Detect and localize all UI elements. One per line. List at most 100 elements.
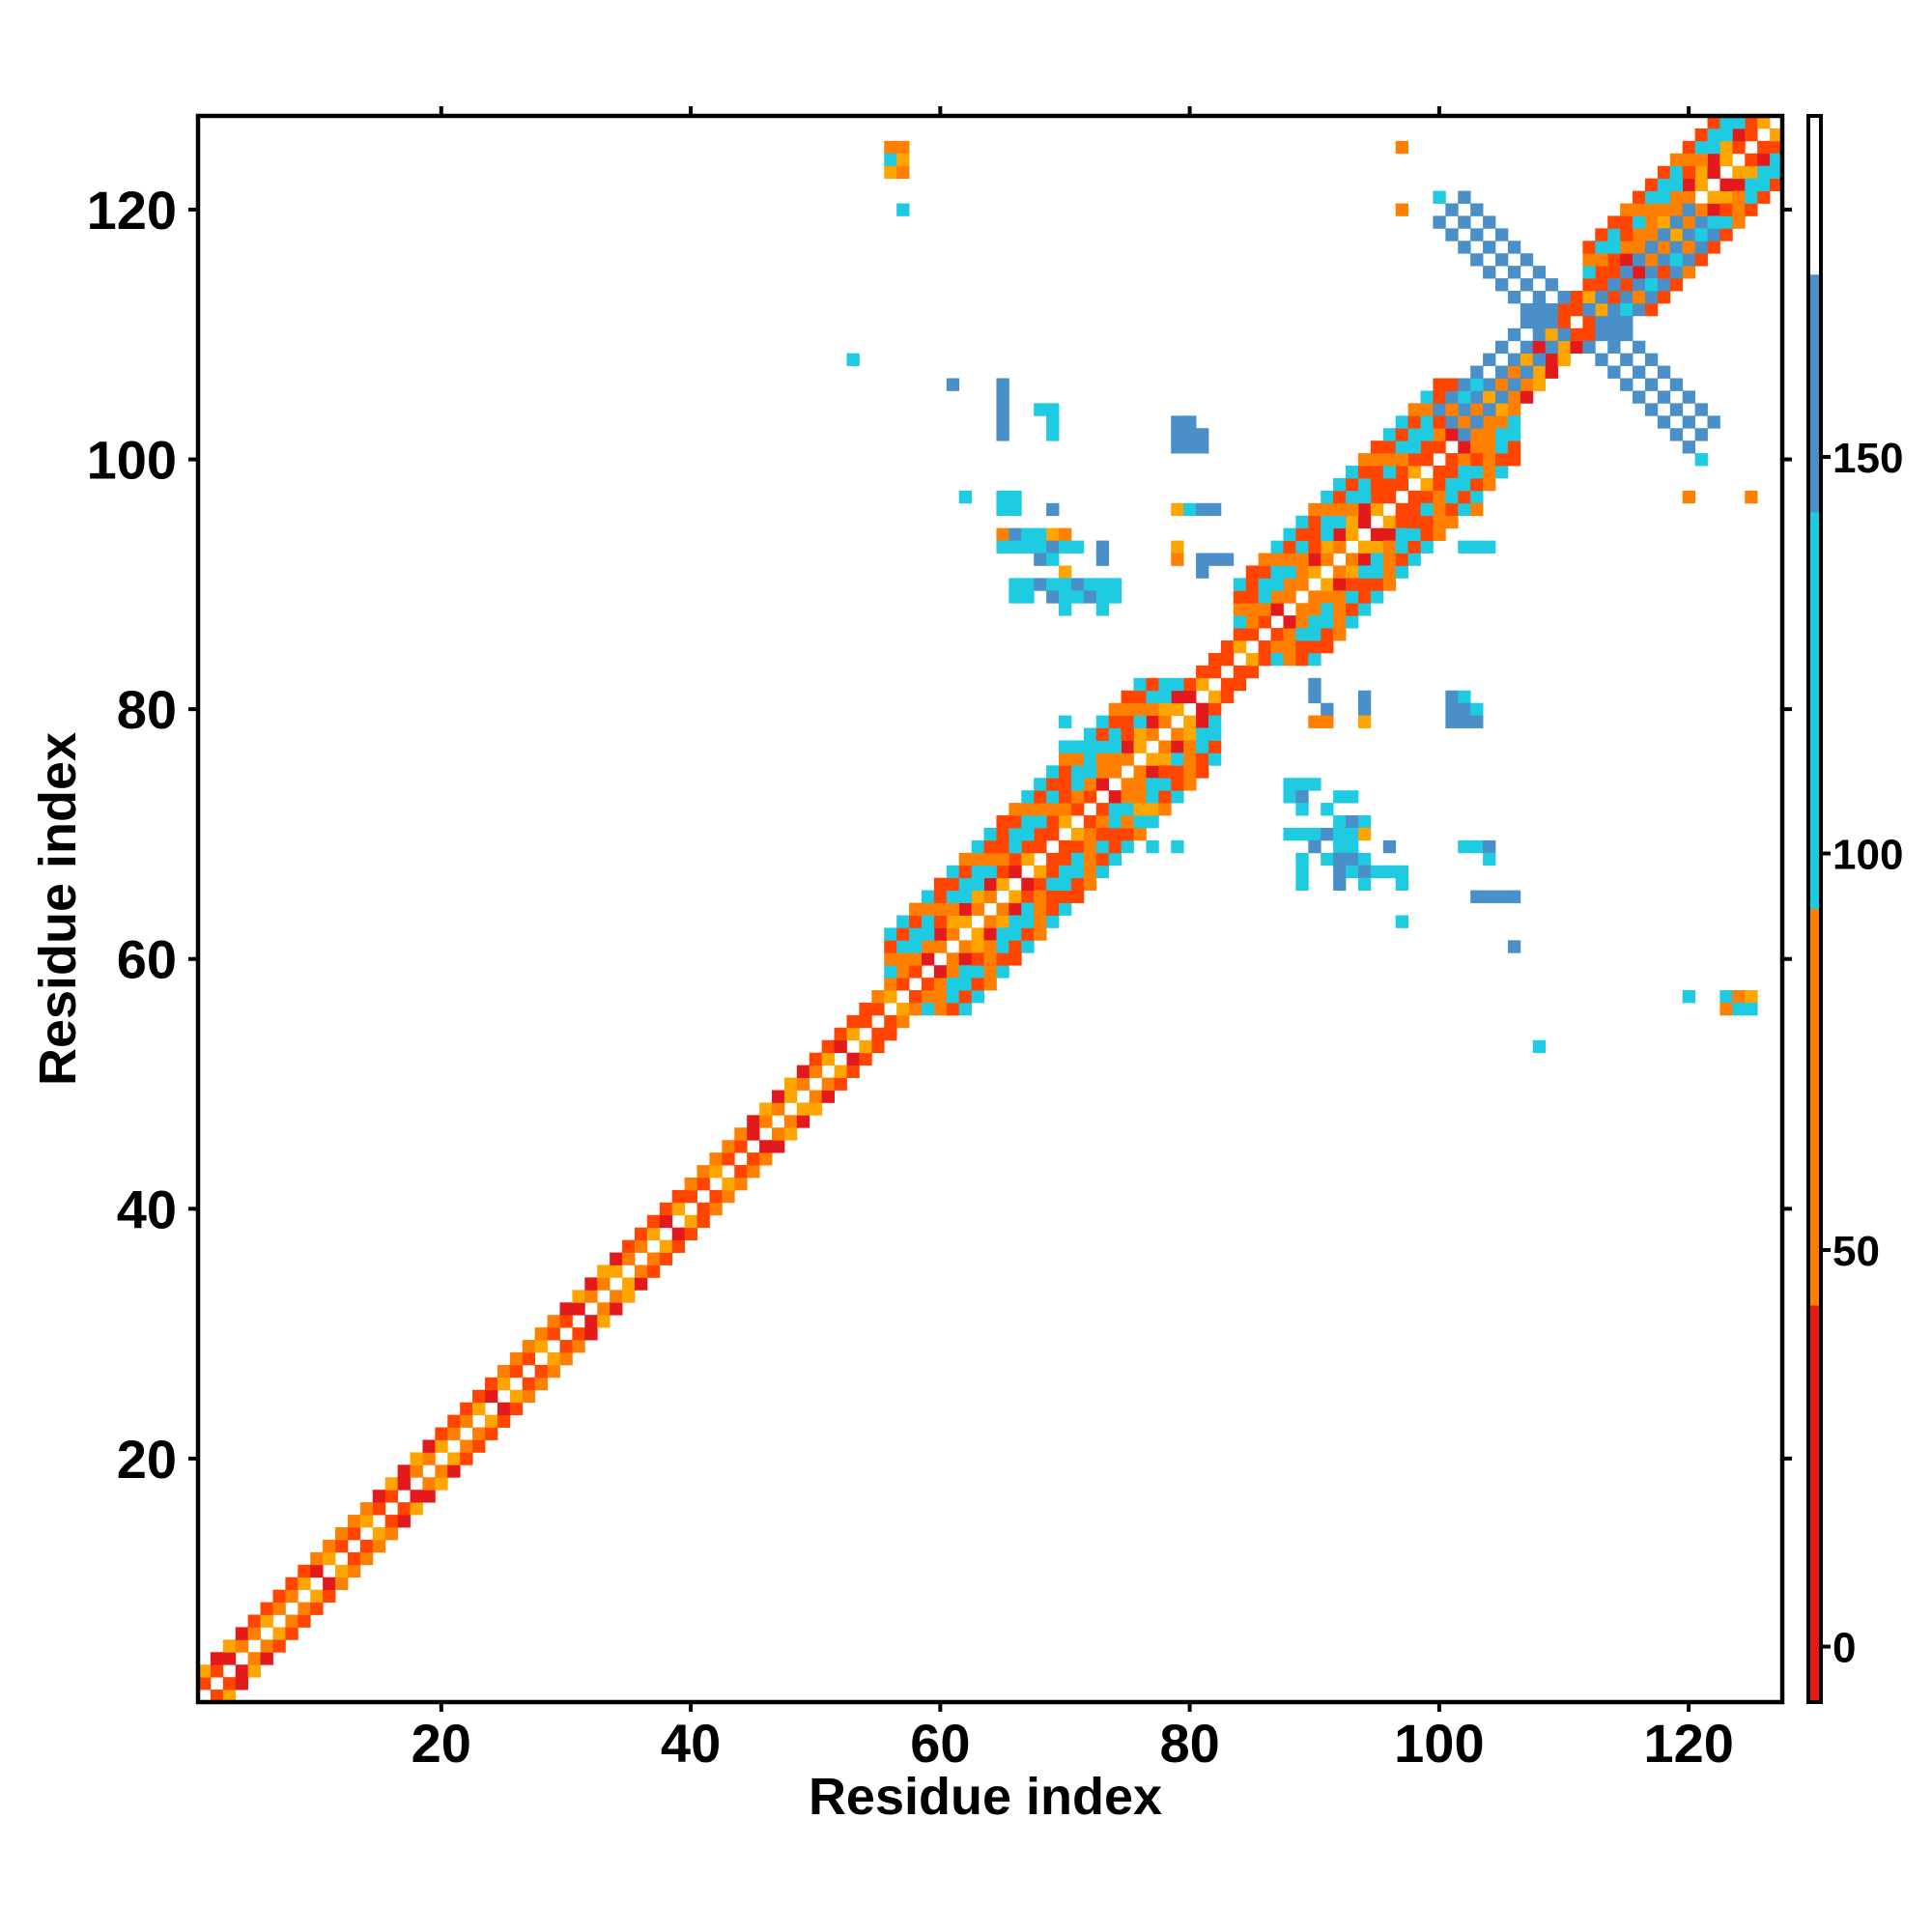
heatmap-cell: [1295, 827, 1309, 841]
heatmap-cell: [1357, 852, 1372, 867]
heatmap-cell: [1270, 553, 1284, 566]
heatmap-cell: [1133, 790, 1147, 804]
heatmap-cell: [1346, 466, 1359, 479]
heatmap-cell: [1657, 190, 1671, 204]
heatmap-cell: [1321, 540, 1334, 554]
heatmap-cell: [1707, 165, 1720, 180]
heatmap-cell: [1158, 753, 1172, 766]
heatmap-cell: [1046, 890, 1060, 903]
heatmap-cell: [1059, 865, 1072, 879]
heatmap-cell: [1644, 253, 1659, 267]
heatmap-cell: [958, 865, 973, 879]
heatmap-cell: [1633, 390, 1646, 404]
heatmap-cell: [1046, 765, 1060, 779]
heatmap-cell: [996, 403, 1009, 416]
heatmap-cell: [1046, 790, 1060, 804]
heatmap-cell: [272, 1589, 286, 1603]
heatmap-cell: [435, 1464, 448, 1478]
y-axis-title: Residue index: [29, 732, 87, 1086]
heatmap-cell: [1483, 477, 1496, 492]
heatmap-cell: [1046, 527, 1060, 541]
heatmap-cell: [1370, 578, 1384, 591]
heatmap-cell: [1669, 253, 1684, 267]
heatmap-cell: [1669, 428, 1684, 441]
heatmap-cell: [1607, 315, 1621, 329]
heatmap-cell: [1321, 640, 1334, 654]
heatmap-cell: [1034, 890, 1047, 903]
heatmap-cell: [1121, 827, 1134, 841]
heatmap-cell: [1095, 715, 1110, 728]
heatmap-cell: [384, 1515, 399, 1528]
heatmap-cell: [572, 1290, 585, 1303]
heatmap-cell: [1171, 502, 1184, 517]
heatmap-cell: [1494, 890, 1509, 903]
heatmap-cell: [821, 1052, 835, 1066]
colorbar-tick-label: 0: [1833, 1625, 1856, 1672]
heatmap-cell: [1494, 253, 1509, 267]
heatmap-cell: [1357, 540, 1372, 554]
heatmap-cell: [534, 1327, 548, 1341]
heatmap-cell: [397, 1464, 411, 1478]
heatmap-cell: [958, 978, 973, 991]
heatmap-cell: [971, 978, 984, 991]
heatmap-cell: [1370, 440, 1384, 454]
heatmap-cell: [1208, 690, 1222, 704]
heatmap-cell: [1620, 228, 1634, 242]
heatmap-cell: [347, 1564, 361, 1578]
heatmap-cell: [1595, 253, 1608, 267]
heatmap-cell: [1245, 615, 1260, 629]
heatmap-cell: [1545, 302, 1558, 317]
heatmap-cell: [610, 1264, 623, 1278]
heatmap-cell: [909, 965, 923, 979]
heatmap-cell: [971, 865, 984, 879]
heatmap-cell: [485, 1414, 498, 1428]
heatmap-cell: [1046, 578, 1060, 591]
heatmap-cell: [1183, 690, 1197, 704]
heatmap-cell: [1445, 378, 1459, 391]
heatmap-cell: [1420, 453, 1434, 467]
heatmap-cell: [1395, 415, 1408, 429]
heatmap-cell: [1021, 839, 1035, 854]
heatmap-cell: [1158, 677, 1172, 692]
heatmap-cell: [1582, 327, 1596, 342]
heatmap-cell: [1433, 403, 1446, 416]
heatmap-cell: [597, 1302, 611, 1316]
heatmap-cell: [1707, 241, 1720, 254]
heatmap-cell: [1757, 165, 1771, 180]
heatmap-cell: [1171, 540, 1184, 554]
heatmap-cell: [1133, 727, 1147, 741]
heatmap-cell: [1046, 877, 1060, 892]
heatmap-cell: [323, 1589, 336, 1603]
heatmap-cell: [1357, 815, 1372, 829]
heatmap-cell: [584, 1290, 598, 1303]
heatmap-cell: [1532, 378, 1547, 391]
heatmap-cell: [884, 990, 897, 1004]
heatmap-cell: [1483, 241, 1496, 254]
heatmap-cell: [933, 915, 948, 928]
heatmap-cell: [1483, 852, 1496, 867]
heatmap-cell: [285, 1627, 298, 1640]
heatmap-cell: [1532, 315, 1547, 329]
heatmap-cell: [1208, 753, 1222, 766]
heatmap-cell: [1208, 652, 1222, 667]
heatmap-cell: [1083, 865, 1097, 879]
heatmap-cell: [921, 902, 935, 916]
heatmap-cell: [1308, 603, 1321, 616]
heatmap-cell: [1607, 327, 1621, 342]
heatmap-cell: [884, 165, 897, 180]
heatmap-cell: [1657, 266, 1671, 279]
heatmap-cell: [1582, 278, 1596, 292]
heatmap-cell: [1370, 477, 1384, 492]
heatmap-cell: [1745, 490, 1758, 504]
heatmap-cell: [235, 1639, 249, 1653]
heatmap-cell: [1557, 315, 1571, 329]
heatmap-cell: [1745, 1002, 1758, 1016]
heatmap-cell: [1196, 553, 1209, 566]
heatmap-cell: [1520, 353, 1534, 366]
heatmap-cell: [460, 1402, 473, 1416]
heatmap-cell: [1171, 415, 1184, 429]
heatmap-cell: [1083, 753, 1097, 766]
heatmap-cell: [1620, 241, 1634, 254]
heatmap-cell: [1146, 715, 1159, 728]
heatmap-cell: [1483, 428, 1496, 441]
